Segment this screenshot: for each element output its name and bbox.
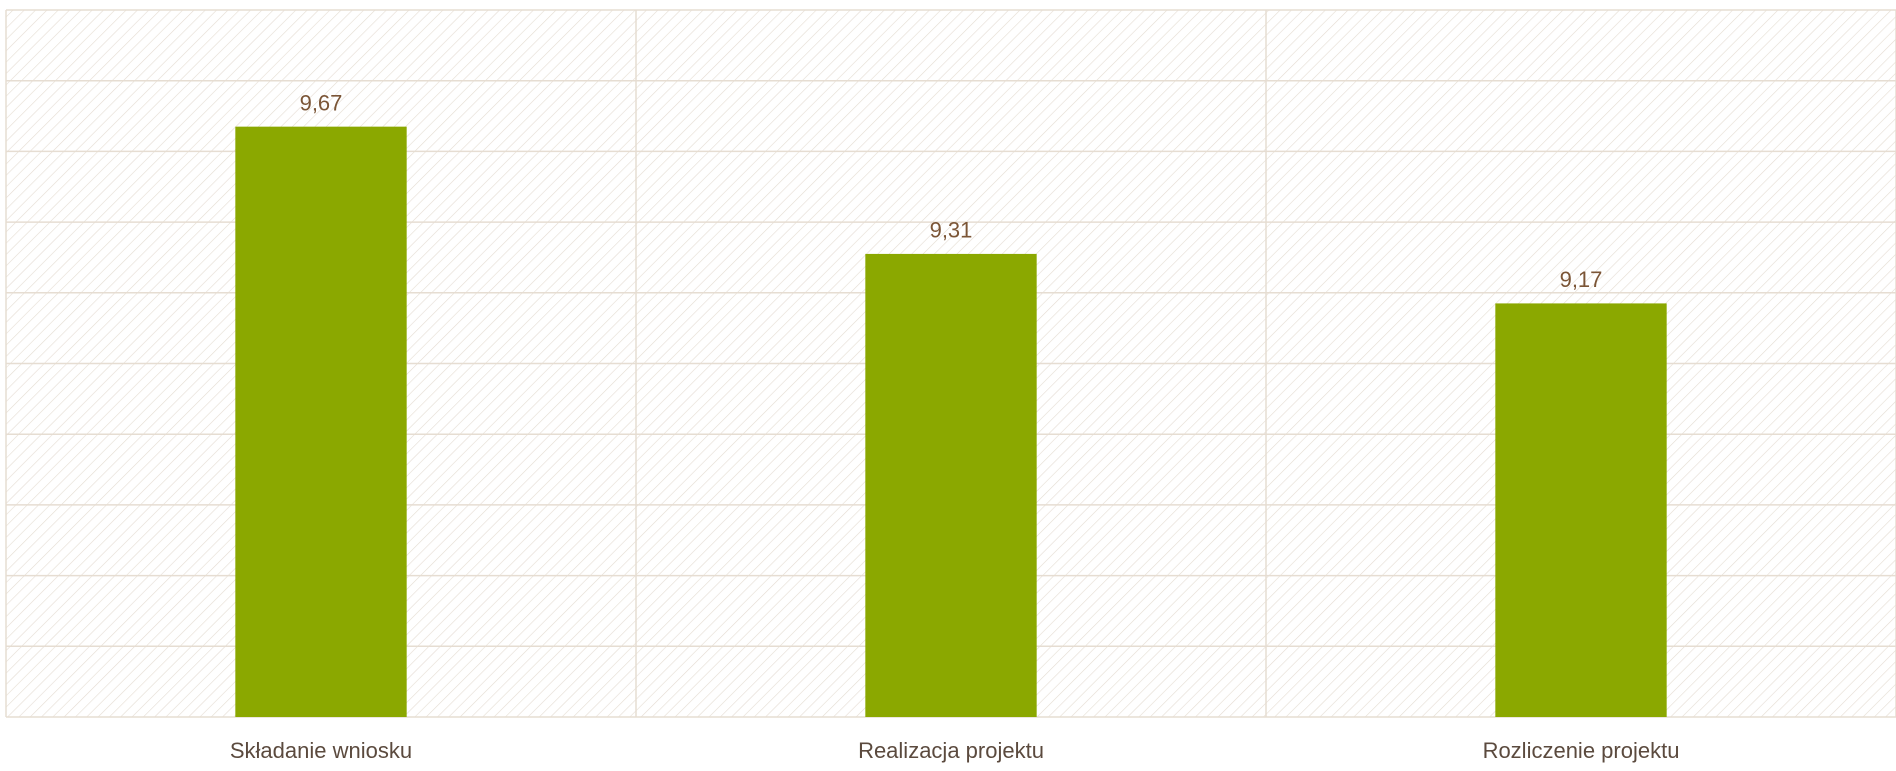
value-label: 9,67	[300, 90, 343, 115]
value-label: 9,31	[930, 218, 973, 243]
bar	[865, 253, 1037, 718]
x-tick-label: Rozliczenie projektu	[1483, 738, 1680, 763]
bar	[235, 126, 407, 717]
x-tick-label: Składanie wniosku	[230, 738, 412, 763]
bar	[1495, 303, 1667, 717]
x-tick-label: Realizacja projektu	[858, 738, 1044, 763]
value-label: 9,17	[1560, 267, 1603, 292]
